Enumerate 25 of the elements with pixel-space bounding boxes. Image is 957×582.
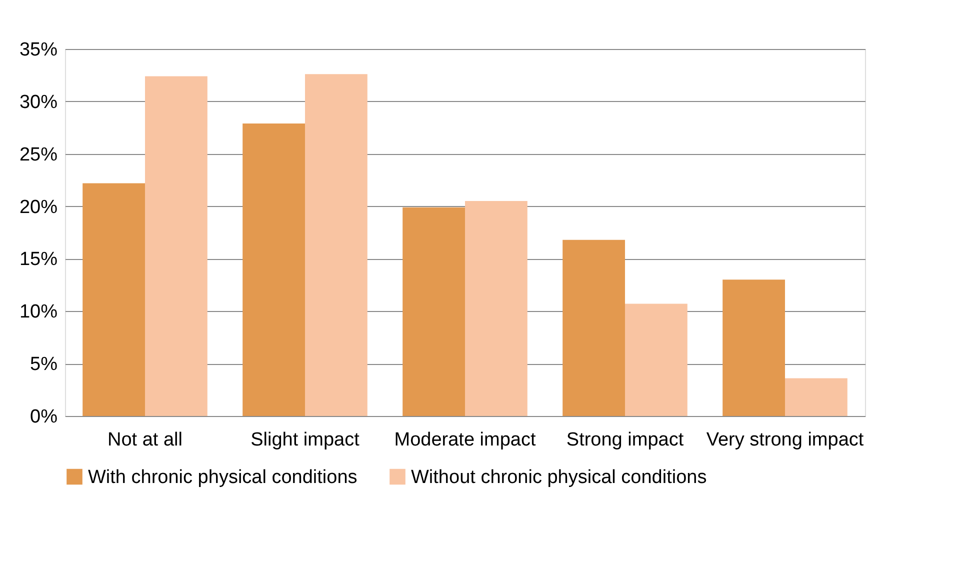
- y-tick-label: 30%: [19, 92, 58, 113]
- bar: [785, 378, 848, 416]
- y-tick-label: 35%: [19, 40, 58, 60]
- y-tick-label: 25%: [19, 144, 58, 166]
- bar: [562, 240, 625, 416]
- y-tick-label: 10%: [19, 302, 58, 323]
- y-tick-label: 15%: [19, 249, 58, 270]
- bar: [242, 123, 305, 416]
- bar: [82, 183, 145, 416]
- bar: [305, 74, 368, 416]
- x-tick-label: Very strong impact: [706, 430, 864, 450]
- x-tick-label: Moderate impact: [394, 430, 536, 450]
- x-tick-label: Not at all: [108, 430, 182, 450]
- legend-label: With chronic physical conditions: [88, 466, 358, 488]
- y-tick-label: 20%: [19, 196, 58, 218]
- bar: [625, 304, 688, 416]
- bar: [465, 201, 528, 416]
- legend-label: Without chronic physical conditions: [411, 466, 707, 488]
- y-tick-label: 0%: [30, 406, 58, 428]
- bar: [722, 280, 785, 416]
- bar: [402, 207, 465, 416]
- bar: [145, 76, 208, 416]
- x-tick-label: Strong impact: [566, 430, 684, 450]
- y-tick-label: 5%: [30, 354, 58, 376]
- x-tick-label: Slight impact: [250, 430, 360, 450]
